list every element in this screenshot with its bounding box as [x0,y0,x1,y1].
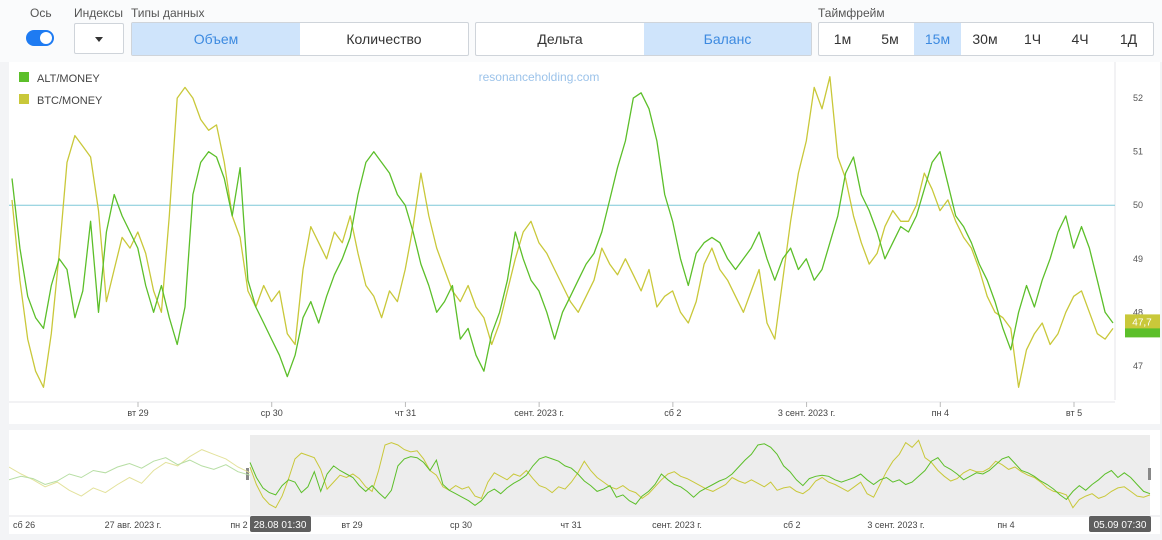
x-tick-label: 3 сент. 2023 г. [778,408,835,418]
navigator-x-tick-label: ср 30 [450,520,472,530]
timeframe-1d-button[interactable]: 1Д [1119,31,1138,47]
navigator-x-tick-label: 27 авг. 2023 г. [105,520,162,530]
navigator-x-tick-label: пн 2 [230,520,247,530]
navigator-window[interactable] [250,435,1150,515]
navigator-end-label: 05.09 07:30 [1094,520,1147,531]
data-type-count-button[interactable]: Количество [346,31,422,47]
navigator-x-tick-label: вт 29 [341,520,362,530]
main-chart-panel[interactable]: resonanceholding.com ALT/MONEY BTC/MONEY… [9,62,1160,424]
navigator-pre-line-alt [8,457,251,486]
navigator-line-btc [249,439,1151,509]
axis-label: Ось [30,6,52,20]
x-tick-label: пн 4 [932,408,949,418]
y-tick-label: 48 [1133,307,1143,317]
data-type-volume-button[interactable]: Объем [132,23,300,55]
caret-down-icon [95,37,103,42]
y-tick-label: 52 [1133,93,1143,103]
timeframe-15m-button[interactable]: 15м [914,23,961,55]
x-tick-label: сент. 2023 г. [514,408,564,418]
toggle-knob [40,32,52,44]
series-line-alt [11,92,1114,378]
main-chart[interactable]: resonanceholding.com ALT/MONEY BTC/MONEY… [9,62,1160,424]
navigator-x-tick-label: 3 сент. 2023 г. [867,520,924,530]
timeframe-1h-button[interactable]: 1Ч [1023,31,1042,47]
timeframe-4h-button[interactable]: 4Ч [1071,31,1089,47]
timeframe-group: 1м 5м 15м 30м 1Ч 4Ч 1Д [818,22,1154,56]
last-value-marker-btc [1125,314,1160,329]
y-tick-label: 50 [1133,200,1143,210]
navigator-chart: сб 26 27 авг. 2023 г. пн 2 вт 29 ср 30 чт 31 с… [8,435,1160,532]
last-value-label: 47,7 [1132,317,1152,328]
watermark: resonanceholding.com [479,70,600,84]
y-tick-label: 51 [1133,147,1143,157]
x-tick-label: ср 30 [261,408,283,418]
timeframe-1m-button[interactable]: 1м [833,31,852,47]
y-tick-label: 47 [1133,361,1143,371]
x-tick-label: вт 29 [127,408,148,418]
navigator-start-label: 28.08 01:30 [254,520,307,531]
navigator-x-tick-label: сент. 2023 г. [652,520,702,530]
navigator-x-tick-label: сб 2 [783,520,800,530]
x-tick-label: чт 31 [395,408,416,418]
y-tick-label: 49 [1133,254,1143,264]
mode-balance-button[interactable]: Баланс [644,23,811,55]
navigator-right-handle[interactable] [1148,468,1151,480]
legend-label-btc: BTC/MONEY [37,95,103,107]
navigator-x-tick-label: пн 4 [997,520,1014,530]
series-line-btc [11,76,1114,388]
navigator-pre-line-btc [8,449,251,497]
legend-swatch-alt [19,72,29,82]
toolbar: Ось Индексы Типы данных Объем Количество… [0,0,1162,62]
navigator-start-badge [250,516,311,532]
x-tick-label: вт 5 [1066,408,1082,418]
mode-group: Дельта Баланс [475,22,812,56]
timeframe-30m-button[interactable]: 30м [972,31,998,47]
navigator-x-tick-label: сб 26 [13,520,35,530]
last-value-marker-alt [1125,326,1160,338]
axis-toggle[interactable] [26,30,54,46]
timeframe-label: Таймфрейм [818,6,885,20]
legend-swatch-btc [19,94,29,104]
navigator-end-badge [1089,516,1151,532]
indices-label: Индексы [74,6,123,20]
legend-label-alt: ALT/MONEY [37,73,100,85]
timeframe-5m-button[interactable]: 5м [881,31,899,47]
mode-delta-button[interactable]: Дельта [537,31,583,47]
data-types-group: Объем Количество [131,22,469,56]
navigator-x-tick-label: чт 31 [560,520,581,530]
indices-dropdown[interactable] [74,23,124,54]
x-tick-label: сб 2 [664,408,681,418]
navigator-line-alt [249,443,1151,507]
navigator-panel: сб 26 27 авг. 2023 г. пн 2 вт 29 ср 30 чт 31 с… [8,430,1160,534]
data-types-label: Типы данных [131,6,205,20]
